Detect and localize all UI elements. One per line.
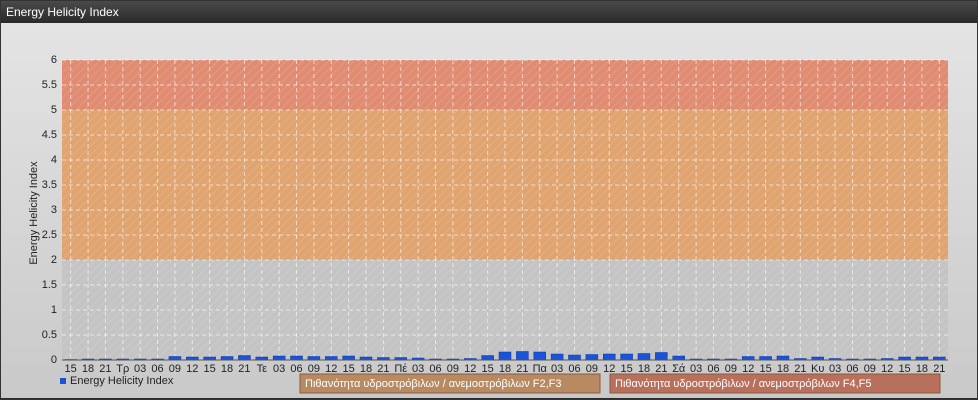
bar [533,351,546,361]
legend-band-box [299,373,601,394]
x-tick-label: 03 [690,363,702,375]
x-tick-label: Σά [672,363,686,375]
x-tick-label: 06 [151,363,163,375]
x-tick-label: 18 [638,363,650,375]
x-tick-label: 18 [82,363,94,375]
bar [238,355,251,361]
x-tick-label: Τε [257,363,268,375]
x-tick-label: 18 [221,363,233,375]
x-tick-label: 09 [586,363,598,375]
y-tick-label: 3 [51,204,57,216]
x-tick-label: 09 [169,363,181,375]
x-tick-label: 03 [273,363,285,375]
x-tick-label: 15 [898,363,910,375]
bar [325,356,338,361]
x-tick-label: 15 [343,363,355,375]
x-tick-label: 03 [412,363,424,375]
y-tick-label: 1.5 [42,279,57,291]
bar [759,356,772,361]
x-tick-label: 18 [360,363,372,375]
bar [342,355,355,361]
x-tick-label: 09 [308,363,320,375]
x-tick-label: 09 [725,363,737,375]
y-tick-label: 0.5 [42,329,57,341]
x-tick-label: 12 [742,363,754,375]
x-tick-label: 15 [620,363,632,375]
y-tick-label: 0 [51,354,57,366]
x-tick-label: 18 [916,363,928,375]
x-tick-label: 06 [707,363,719,375]
x-tick-label: 21 [933,363,945,375]
legend-band-label: Πιθανότητα υδροστρόβιλων / ανεμοστρόβιλω… [615,378,872,390]
bar [272,355,286,361]
x-tick-label: 03 [134,363,146,375]
bar [568,354,581,361]
y-tick-label: 4.5 [42,129,57,141]
x-tick-label: 12 [186,363,198,375]
bar [220,356,234,361]
legend-label: Energy Helicity Index [70,375,174,387]
y-tick-label: 2 [51,254,57,266]
x-tick-label: 03 [829,363,841,375]
x-tick-label: 06 [429,363,441,375]
x-tick-label: 21 [516,363,528,375]
x-tick-label: 06 [290,363,302,375]
y-tick-label: 1 [51,304,57,316]
x-tick-label: 21 [794,363,806,375]
x-tick-label: 15 [482,363,494,375]
y-tick-label: 3.5 [42,179,57,191]
x-tick-label: 06 [568,363,580,375]
legend-band-label: Πιθανότητα υδροστρόβιλων / ανεμοστρόβιλω… [305,378,562,390]
x-tick-label: 21 [377,363,389,375]
x-tick-label: 18 [777,363,789,375]
bar [655,352,668,361]
x-tick-label: 21 [655,363,667,375]
bar [672,355,685,361]
x-tick-label: 06 [846,363,858,375]
x-tick-label: 09 [447,363,459,375]
x-tick-label: 12 [603,363,615,375]
x-tick-label: 12 [881,363,893,375]
x-tick-label: 15 [204,363,216,375]
bar [516,351,529,361]
x-tick-label: 12 [464,363,476,375]
bar [602,353,616,361]
x-tick-label: 18 [499,363,511,375]
bar [550,353,564,361]
y-tick-label: 6 [51,54,57,66]
bar [168,356,182,361]
bar [637,353,651,361]
y-tick-label: 2.5 [42,229,57,241]
chart: Energy Helicity Index 0 0.5 1 1.5 2 2.5 3 3.5 4 4… [1,23,977,398]
legend-swatch [60,378,66,384]
bar [498,351,512,361]
window-title: Energy Helicity Index [1,1,977,23]
x-tick-label: 03 [551,363,563,375]
x-tick-label: 15 [759,363,771,375]
bar [585,354,599,361]
x-tick-label: Κυ [811,363,824,375]
x-tick-label: 21 [238,363,250,375]
bar [741,356,755,361]
y-axis-label: Energy Helicity Index [28,161,40,265]
x-tick-label: Πέ [394,363,407,375]
bar [481,355,494,361]
x-tick-label: 21 [99,363,111,375]
bar [307,356,321,361]
x-tick-label: Πα [533,363,548,375]
x-tick-label: 12 [325,363,337,375]
x-tick-label: Τρ [116,363,129,375]
y-tick-label: 5.5 [42,79,57,91]
bar [776,355,790,361]
x-tick-label: 09 [864,363,876,375]
x-tick-label: 15 [65,363,77,375]
y-tick-label: 5 [51,104,57,116]
bar [620,353,633,361]
legend-band-box [609,373,941,394]
bar [290,355,303,361]
y-tick-label: 4 [51,154,57,166]
